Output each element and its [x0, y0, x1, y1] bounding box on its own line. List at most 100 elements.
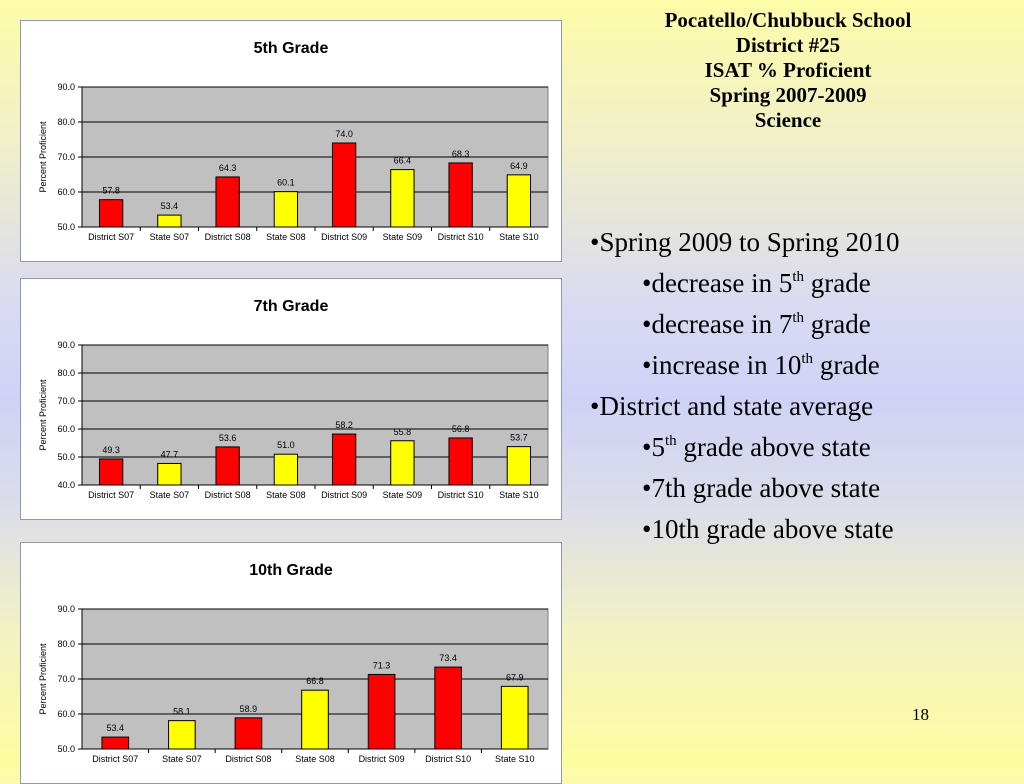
bullet-text: grade: [804, 268, 871, 298]
y-tick-label: 40.0: [57, 480, 75, 490]
x-tick-label: State S07: [162, 754, 202, 764]
bar: [157, 462, 182, 486]
bullet-text: grade: [813, 350, 880, 380]
x-tick-label: District S07: [88, 232, 134, 242]
y-tick-label: 60.0: [57, 709, 75, 719]
data-label: 66.8: [306, 676, 324, 686]
chart-title: 5th Grade: [254, 40, 329, 57]
x-tick-label: District S08: [205, 490, 251, 500]
bar: [506, 446, 532, 486]
data-label: 67.9: [506, 672, 524, 682]
x-tick-label: State S10: [499, 490, 539, 500]
data-label: 60.1: [277, 178, 295, 188]
y-tick-label: 50.0: [57, 222, 75, 232]
x-tick-label: District S08: [205, 232, 251, 242]
data-label: 47.7: [161, 449, 179, 459]
bar: [390, 169, 415, 228]
x-tick-label: District S10: [425, 754, 471, 764]
bullet-5th-above: •5th grade above state: [590, 427, 1010, 468]
bar: [506, 174, 532, 228]
x-tick-label: State S08: [295, 754, 335, 764]
bullet-list: •Spring 2009 to Spring 2010 •decrease in…: [590, 222, 1010, 550]
bullet-text: •decrease in 7: [642, 309, 793, 339]
x-tick-label: State S08: [266, 232, 306, 242]
y-tick-label: 90.0: [57, 82, 75, 92]
bar: [367, 673, 396, 750]
data-label: 51.0: [277, 440, 295, 450]
x-tick-label: District S09: [321, 232, 367, 242]
data-label: 73.4: [439, 653, 457, 663]
y-axis-label: Percent Proficient: [38, 121, 48, 193]
chart-5th-grade: 5th Grade 50.0 60.0 70.0 80.0 90.0 Percent Pro…: [20, 20, 562, 262]
data-label: 49.3: [102, 445, 120, 455]
data-label: 58.9: [240, 704, 258, 714]
bar: [448, 437, 473, 486]
bullet-10th-increase: •increase in 10th grade: [590, 345, 1010, 386]
bullet-7th-above: •7th grade above state: [642, 473, 881, 503]
data-label: 71.3: [373, 660, 391, 670]
y-tick-label: 80.0: [57, 117, 75, 127]
data-label: 66.4: [394, 156, 412, 166]
bullet-superscript: th: [801, 351, 814, 367]
slide-title: Pocatello/Chubbuck School District #25 I…: [588, 8, 988, 133]
bullet-district-state: •District and state average: [590, 391, 874, 421]
data-label: 53.6: [219, 433, 237, 443]
y-axis-label: Percent Proficient: [38, 379, 48, 451]
bar: [331, 433, 357, 486]
bar: [168, 720, 196, 750]
x-tick-label: State S10: [499, 232, 539, 242]
chart-5th-grade-svg: 5th Grade 50.0 60.0 70.0 80.0 90.0 Percent Pro…: [38, 40, 549, 242]
x-tick-label: District S08: [225, 754, 271, 764]
y-tick-label: 70.0: [57, 152, 75, 162]
data-label: 68.3: [452, 149, 470, 159]
bar: [434, 666, 462, 750]
data-label: 55.8: [394, 427, 412, 437]
x-tick-label: District S07: [92, 754, 138, 764]
data-label: 56.8: [452, 424, 470, 434]
x-tick-label: State S09: [383, 232, 423, 242]
chart-7th-grade: 7th Grade 40.0 50.0 60.0 70.0 80.0 90.0 Percent…: [20, 278, 562, 520]
bar: [215, 176, 240, 228]
bullet-spring-change: •Spring 2009 to Spring 2010: [590, 227, 900, 257]
data-label: 53.7: [510, 433, 528, 443]
title-line-5: Science: [754, 108, 822, 132]
x-tick-label: District S10: [438, 490, 484, 500]
bar: [234, 717, 263, 750]
data-label: 57.8: [102, 186, 120, 196]
x-tick-label: District S09: [321, 490, 367, 500]
x-tick-label: District S07: [88, 490, 134, 500]
data-label: 58.1: [173, 707, 191, 717]
bar: [98, 458, 124, 486]
y-tick-label: 50.0: [57, 744, 75, 754]
plot-area: [81, 344, 549, 486]
data-label: 53.4: [107, 723, 125, 733]
chart-10th-grade: 10th Grade 50.0 60.0 70.0 80.0 90.0 Percent Pr…: [20, 542, 562, 784]
y-tick-label: 90.0: [57, 340, 75, 350]
bullet-superscript: th: [792, 310, 805, 326]
y-tick-label: 50.0: [57, 452, 75, 462]
slide-number: 18: [912, 705, 929, 724]
y-tick-label: 80.0: [57, 368, 75, 378]
bar: [273, 453, 299, 486]
bar: [448, 162, 473, 228]
bullet-text: •increase in 10: [642, 350, 802, 380]
bullet-text: •decrease in 5: [642, 268, 793, 298]
data-label: 64.3: [219, 163, 237, 173]
bar: [301, 689, 329, 750]
y-tick-label: 80.0: [57, 639, 75, 649]
data-label: 58.2: [335, 420, 353, 430]
y-axis-label: Percent Proficient: [38, 643, 48, 715]
title-line-4: Spring 2007-2009: [709, 83, 867, 107]
y-tick-label: 70.0: [57, 396, 75, 406]
x-tick-label: State S08: [266, 490, 306, 500]
y-tick-label: 60.0: [57, 424, 75, 434]
x-tick-label: State S07: [150, 490, 190, 500]
y-tick-label: 90.0: [57, 604, 75, 614]
y-tick-label: 70.0: [57, 674, 75, 684]
title-line-2: District #25: [735, 33, 841, 57]
bullet-text: grade: [804, 309, 871, 339]
title-line-1: Pocatello/Chubbuck School: [664, 8, 912, 32]
bar: [273, 191, 299, 228]
x-tick-label: State S09: [383, 490, 423, 500]
bar: [101, 736, 130, 750]
